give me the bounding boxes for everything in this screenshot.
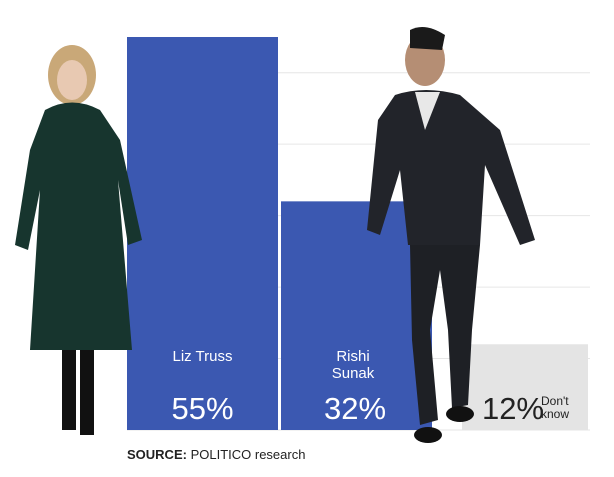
value-label: 55% — [171, 391, 234, 426]
value-label: 12% — [481, 391, 544, 426]
source: SOURCE: POLITICO research — [127, 447, 305, 462]
bar-name: Rishi Sunak — [331, 348, 375, 383]
bar — [281, 201, 432, 430]
bar — [127, 37, 278, 430]
value-label: 32% — [323, 391, 387, 426]
source-label: SOURCE: — [127, 447, 187, 462]
person-left — [15, 45, 142, 435]
source-text: POLITICO research — [190, 447, 306, 462]
bar — [462, 344, 588, 430]
bar-name: Don't know — [541, 394, 570, 421]
bar-name: Liz Truss — [172, 348, 233, 365]
person-right — [367, 26, 535, 443]
